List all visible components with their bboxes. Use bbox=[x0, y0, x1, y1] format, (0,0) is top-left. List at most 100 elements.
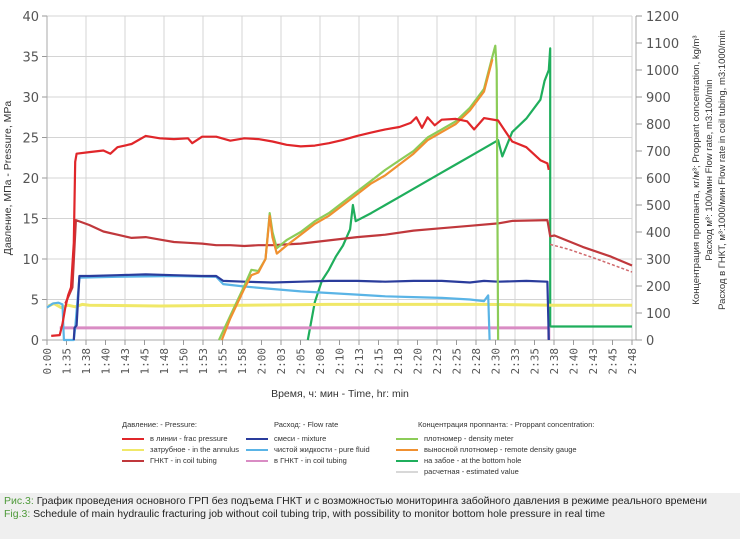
series-line-5 bbox=[46, 274, 491, 342]
x-tick-label: 2:13 bbox=[353, 348, 366, 375]
x-tick-label: 2:33 bbox=[509, 348, 522, 375]
legend-swatch bbox=[246, 437, 268, 440]
y-tick-label-left: 35 bbox=[22, 51, 39, 66]
legend-swatch bbox=[122, 437, 144, 440]
y-tick-label-right: 700 bbox=[646, 145, 671, 160]
legend-header: Расход: - Flow rate bbox=[274, 420, 339, 429]
legend-label: в линии - frac pressure bbox=[150, 434, 228, 443]
x-tick-label: 2:03 bbox=[275, 348, 288, 375]
x-tick-label: 2:18 bbox=[392, 348, 405, 375]
legend-swatch bbox=[396, 437, 418, 440]
x-tick-label: 1:40 bbox=[100, 348, 113, 375]
legend-swatch bbox=[122, 459, 144, 462]
y-tick-label-right: 600 bbox=[646, 172, 671, 187]
legend-flow: Расход: - Flow rate смеси - mixture чист… bbox=[246, 420, 370, 466]
y-tick-label-right: 1100 bbox=[646, 37, 679, 52]
series-line-3 bbox=[550, 243, 633, 273]
x-tick-label: 2:15 bbox=[373, 348, 386, 375]
x-tick-label: 2:10 bbox=[334, 348, 347, 375]
x-tick-label: 2:28 bbox=[470, 348, 483, 375]
legend-label: затрубное - in the annulus bbox=[150, 445, 239, 454]
figure-caption: Рис.3: График проведения основного ГРП б… bbox=[0, 493, 740, 539]
legend-label: ГНКТ - in coil tubing bbox=[150, 456, 217, 465]
x-tick-label: 2:00 bbox=[256, 348, 269, 375]
x-tick-label: 1:53 bbox=[197, 348, 210, 375]
legend-item: затрубное - in the annulus bbox=[122, 444, 239, 455]
y-tick-label-right: 300 bbox=[646, 253, 671, 268]
series-line-0 bbox=[51, 116, 550, 337]
axes: 0 5 10 15 20 25 30 35 40 0:00 1:35 1:38 1:40 1:43 1:45… bbox=[22, 10, 679, 375]
legend-item: выносной плотномер - remote density gaug… bbox=[396, 444, 594, 455]
legend-swatch bbox=[396, 448, 418, 451]
legend-label: плотномер - density meter bbox=[424, 434, 514, 443]
legend-item: плотномер - density meter bbox=[396, 433, 594, 444]
legend-item: чистой жидкости - pure fluid bbox=[246, 444, 370, 455]
series-line-1 bbox=[47, 302, 632, 310]
x-tick-label: 1:43 bbox=[119, 348, 132, 375]
legend-swatch bbox=[122, 448, 144, 451]
y-tick-label-right: 100 bbox=[646, 307, 671, 322]
series-line-9 bbox=[306, 47, 632, 341]
y-axis-label-left: Давление, МПа - Pressure, MPa bbox=[2, 101, 14, 256]
y-tick-label-left: 0 bbox=[31, 334, 39, 349]
y-tick-label-right: 1200 bbox=[646, 10, 679, 25]
y-tick-label-right: 800 bbox=[646, 118, 671, 133]
x-tick-label: 2:43 bbox=[587, 348, 600, 375]
x-tick-label: 2:45 bbox=[607, 348, 620, 375]
legend-proppant: Концентрация проппанта: - Proppant conce… bbox=[396, 420, 594, 477]
caption-ru-prefix: Рис.3: bbox=[4, 495, 34, 507]
y-tick-label-right: 400 bbox=[646, 226, 671, 241]
y-tick-label-left: 40 bbox=[22, 10, 39, 25]
grid bbox=[46, 15, 633, 341]
legend-label: выносной плотномер - remote density gaug… bbox=[424, 445, 577, 454]
x-tick-label: 0:00 bbox=[41, 348, 54, 375]
y-axis-label-right-3: Расход в ГНКТ, м³:1000/мин Flow rate in … bbox=[717, 30, 728, 310]
caption-en-text: Schedule of main hydraulic fracturing jo… bbox=[30, 507, 606, 520]
series-line-4 bbox=[72, 273, 550, 341]
caption-ru-text: График проведения основного ГРП без подъ… bbox=[33, 495, 708, 507]
y-tick-label-left: 20 bbox=[22, 172, 39, 187]
legend-swatch bbox=[246, 448, 268, 451]
legend-label: расчетная - estimated value bbox=[424, 467, 519, 476]
x-tick-label: 2:30 bbox=[490, 348, 503, 375]
legend-item: в линии - frac pressure bbox=[122, 433, 239, 444]
x-tick-label: 2:38 bbox=[548, 348, 561, 375]
legend-label: в ГНКТ - in coil tubing bbox=[274, 456, 347, 465]
x-tick-label: 2:20 bbox=[412, 348, 425, 375]
legend-label: смеси - mixture bbox=[274, 434, 327, 443]
y-tick-label-left: 30 bbox=[22, 91, 39, 106]
x-tick-label: 2:08 bbox=[314, 348, 327, 375]
y-tick-label-right: 900 bbox=[646, 91, 671, 106]
legend-item: смеси - mixture bbox=[246, 433, 370, 444]
x-tick-label: 2:48 bbox=[626, 348, 639, 375]
legend-pressure: Давление: - Pressure: в линии - frac pre… bbox=[122, 420, 239, 466]
legend-header: Концентрация проппанта: - Proppant conce… bbox=[418, 420, 595, 429]
legend-item: на забое - at the bottom hole bbox=[396, 455, 594, 466]
series-line-8 bbox=[220, 58, 494, 341]
caption-en: Fig.3: Schedule of main hydraulic fractu… bbox=[4, 508, 740, 521]
legend-swatch bbox=[396, 459, 418, 462]
series-lines bbox=[46, 44, 633, 342]
y-tick-label-left: 25 bbox=[22, 132, 39, 147]
chart: 0 5 10 15 20 25 30 35 40 0:00 1:35 1:38 1:40 1:43 1:45… bbox=[2, 10, 728, 400]
x-tick-label: 2:40 bbox=[568, 348, 581, 375]
y-axis-label-right-1: Концентрация проппанта, кг/м³; Proppant … bbox=[691, 35, 702, 304]
series-line-6 bbox=[59, 326, 551, 340]
y-tick-label-left: 5 bbox=[31, 294, 39, 309]
y-tick-label-right: 0 bbox=[646, 334, 654, 349]
caption-ru: Рис.3: График проведения основного ГРП б… bbox=[4, 495, 740, 508]
x-tick-label: 2:25 bbox=[451, 348, 464, 375]
y-tick-label-left: 15 bbox=[22, 213, 39, 228]
y-axis-label-right-2: Расход м³: 100/мин Flow rate, m3:100/min bbox=[704, 79, 715, 260]
x-tick-label: 2:23 bbox=[431, 348, 444, 375]
x-tick-label: 1:55 bbox=[217, 348, 230, 375]
y-tick-label-right: 1000 bbox=[646, 64, 679, 79]
y-tick-label-right: 200 bbox=[646, 280, 671, 295]
x-tick-label: 1:50 bbox=[178, 348, 191, 375]
legend-label: на забое - at the bottom hole bbox=[424, 456, 522, 465]
legend-swatch bbox=[246, 459, 268, 462]
y-tick-label-left: 10 bbox=[22, 253, 39, 268]
legend-item: в ГНКТ - in coil tubing bbox=[246, 455, 370, 466]
x-axis-label: Время, ч: мин - Time, hr: min bbox=[271, 388, 409, 400]
legend-label: чистой жидкости - pure fluid bbox=[274, 445, 370, 454]
